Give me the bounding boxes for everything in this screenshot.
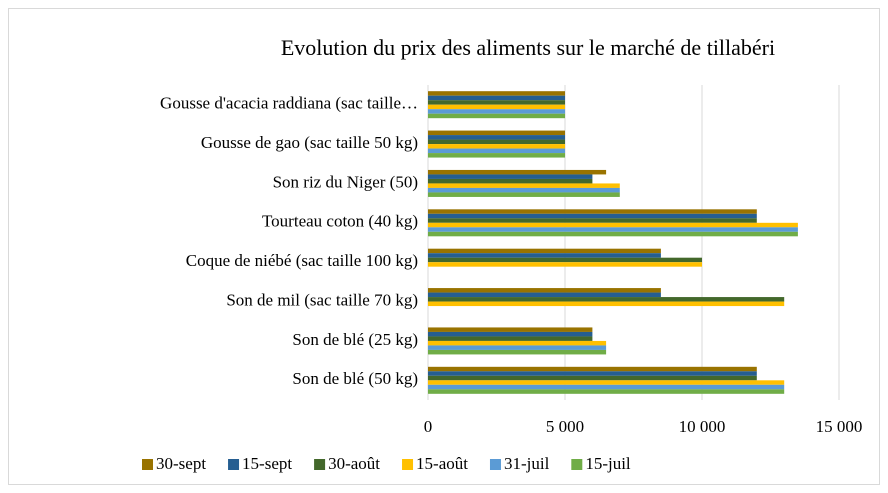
legend-swatch — [402, 459, 414, 470]
legend-swatch — [489, 459, 501, 470]
bar — [428, 209, 757, 214]
chart-border — [8, 8, 880, 485]
y-tick-label: Coque de niébé (sac taille 100 kg) — [186, 251, 418, 270]
bar — [428, 222, 798, 228]
bar — [428, 130, 565, 136]
bar — [428, 380, 785, 385]
bar — [428, 366, 757, 372]
legend-label: 15-sept — [242, 454, 292, 473]
legend-label: 30-août — [328, 454, 380, 473]
bar — [428, 192, 620, 197]
legend-label: 15-juil — [585, 454, 631, 473]
bar — [428, 345, 607, 350]
bar — [428, 371, 757, 376]
y-tick-label: Son de mil (sac taille 70 kg) — [226, 290, 418, 309]
bar — [428, 253, 661, 258]
bar — [428, 187, 620, 193]
bar — [428, 153, 565, 158]
bar — [428, 384, 785, 390]
y-tick-label: Gousse de gao (sac taille 50 kg) — [201, 133, 418, 152]
bar — [428, 331, 593, 337]
bar — [428, 248, 661, 254]
bar — [428, 375, 757, 381]
bar — [428, 231, 798, 237]
bar — [428, 262, 702, 267]
x-tick-label: 10 000 — [679, 417, 726, 436]
bar — [428, 297, 785, 302]
y-tick-label: Tourteau coton (40 kg) — [262, 212, 418, 231]
y-tick-label: Son de blé (50 kg) — [292, 369, 418, 388]
legend-label: 15-août — [416, 454, 468, 473]
legend-swatch — [314, 459, 326, 470]
bar — [428, 91, 565, 96]
bar — [428, 139, 565, 145]
bar — [428, 113, 565, 119]
x-tick-label: 5 000 — [546, 417, 584, 436]
bar — [428, 174, 593, 179]
bar — [428, 213, 757, 219]
bar — [428, 288, 661, 293]
legend-label: 31-juil — [504, 454, 550, 473]
bar — [428, 183, 620, 188]
bar — [428, 169, 607, 175]
bar — [428, 218, 757, 223]
chart-title: Evolution du prix des aliments sur le ma… — [281, 35, 775, 60]
x-tick-label: 15 000 — [816, 417, 863, 436]
bar — [428, 340, 607, 346]
legend-swatch — [571, 459, 583, 470]
y-tick-label: Gousse d'acacia raddiana (sac taille… — [160, 94, 418, 113]
bar — [428, 349, 607, 355]
bar — [428, 135, 565, 140]
legend-swatch — [228, 459, 240, 470]
legend-label: 30-sept — [156, 454, 206, 473]
bar — [428, 292, 661, 298]
bar — [428, 100, 565, 105]
bar — [428, 109, 565, 114]
bar — [428, 144, 565, 149]
bar — [428, 95, 565, 101]
bar — [428, 104, 565, 110]
bar — [428, 178, 593, 184]
bar — [428, 336, 593, 341]
legend-swatch — [142, 459, 153, 470]
bar — [428, 148, 565, 154]
bar — [428, 389, 785, 394]
bar — [428, 227, 798, 232]
y-tick-label: Son riz du Niger (50) — [273, 172, 418, 191]
bar — [428, 301, 785, 307]
y-tick-label: Son de blé (25 kg) — [292, 330, 418, 349]
bar — [428, 327, 593, 332]
x-tick-label: 0 — [424, 417, 433, 436]
bar — [428, 257, 702, 263]
